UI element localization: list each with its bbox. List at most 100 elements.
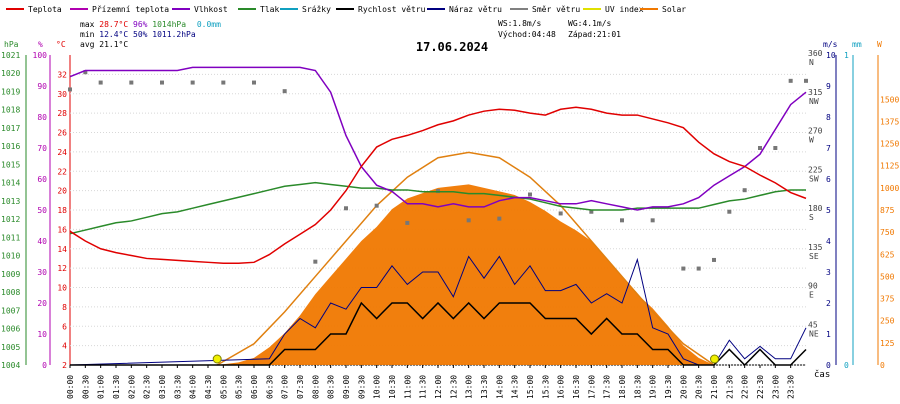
x-tick-label: 19:00 bbox=[649, 375, 658, 399]
legend-label: Směr větru bbox=[532, 5, 580, 14]
axis-title: hPa bbox=[4, 40, 19, 49]
solar-tick-label: 1500 bbox=[880, 95, 899, 104]
solar-tick-label: 250 bbox=[880, 317, 895, 326]
pressure-tick-label: 1012 bbox=[1, 215, 20, 224]
wind-direction-tick-label: 180 bbox=[808, 204, 823, 213]
wind-direction-point bbox=[129, 80, 134, 85]
temperature-tick-label: 10 bbox=[57, 284, 67, 293]
x-axis: 00:00 00:30 01:00 01:30 02:00 02:30 03:00 03:30… bbox=[66, 365, 796, 399]
wind-speed-tick-label: 1 bbox=[826, 330, 831, 339]
wind-speed-tick-label: 9 bbox=[826, 82, 831, 91]
wind-speed-tick-label: 8 bbox=[826, 113, 831, 122]
humidity-tick-label: 100 bbox=[33, 51, 48, 60]
wind-speed-tick-label: 10 bbox=[826, 51, 836, 60]
pressure-tick-label: 1005 bbox=[1, 343, 20, 352]
x-tick-label: 01:00 bbox=[97, 375, 106, 399]
pressure-tick-label: 1017 bbox=[1, 124, 20, 133]
legend-label: Náraz větru bbox=[449, 5, 502, 14]
chart-date-title: 17.06.2024 bbox=[416, 40, 488, 54]
wind-direction-point bbox=[68, 87, 72, 92]
series-humidity-line bbox=[69, 66, 807, 211]
x-tick-label: 15:30 bbox=[541, 375, 550, 399]
wind-direction-point bbox=[282, 89, 287, 94]
x-tick-label: 16:30 bbox=[572, 375, 581, 399]
wind-direction-point bbox=[190, 80, 195, 85]
humidity-tick-label: 50 bbox=[37, 206, 47, 215]
pressure-tick-label: 1021 bbox=[1, 51, 20, 60]
axis-title: °C bbox=[56, 40, 66, 49]
x-tick-label: 09:30 bbox=[357, 375, 366, 399]
humidity-tick-label: 60 bbox=[37, 175, 47, 184]
solar-tick-label: 375 bbox=[880, 295, 895, 304]
wind-direction-point bbox=[758, 146, 762, 150]
x-tick-label: 08:30 bbox=[327, 375, 336, 399]
solar-tick-label: 1250 bbox=[880, 140, 899, 149]
wind-direction-tick-label: 90 bbox=[808, 282, 818, 291]
legend-label: Rychlost větru bbox=[358, 5, 426, 14]
x-tick-label: 21:30 bbox=[725, 375, 734, 399]
humidity-tick-label: 10 bbox=[37, 330, 47, 339]
wind-speed-tick-label: 2 bbox=[826, 299, 831, 308]
compass-label: SE bbox=[809, 252, 819, 261]
temperature-tick-label: 14 bbox=[57, 245, 67, 254]
pressure-tick-label: 1007 bbox=[1, 306, 20, 315]
x-tick-label: 10:00 bbox=[373, 375, 382, 399]
x-tick-label: 07:00 bbox=[281, 375, 290, 399]
x-tick-label: 10:30 bbox=[388, 375, 397, 399]
humidity-tick-label: 90 bbox=[37, 82, 47, 91]
wind-direction-point bbox=[788, 78, 793, 83]
humidity-tick-label: 20 bbox=[37, 299, 47, 308]
compass-label: E bbox=[809, 291, 814, 300]
x-tick-label: 01:30 bbox=[112, 375, 121, 399]
x-axis-label: čas bbox=[814, 369, 830, 380]
temperature-tick-label: 28 bbox=[57, 109, 67, 118]
wind-direction-point bbox=[589, 209, 594, 214]
temperature-tick-label: 4 bbox=[62, 342, 67, 351]
compass-label: S bbox=[809, 213, 814, 222]
pressure-tick-label: 1013 bbox=[1, 197, 20, 206]
stat-sunrise: Východ:04:48 bbox=[498, 30, 556, 39]
wind-direction-point bbox=[83, 70, 88, 75]
stat-wg: WG:4.1m/s bbox=[568, 19, 612, 28]
legend-label: Teplota bbox=[28, 5, 62, 14]
x-tick-label: 11:30 bbox=[419, 375, 428, 399]
x-tick-label: 23:30 bbox=[787, 375, 796, 399]
wind-direction-point bbox=[650, 218, 655, 223]
x-tick-label: 02:30 bbox=[143, 375, 152, 399]
wind-direction-point bbox=[497, 216, 502, 221]
pressure-tick-label: 1015 bbox=[1, 160, 20, 169]
x-tick-label: 15:00 bbox=[526, 375, 535, 399]
series-layer bbox=[68, 66, 808, 367]
x-tick-label: 12:00 bbox=[434, 375, 443, 399]
rain-tick-label: 0 bbox=[844, 361, 849, 370]
wind-direction-tick-label: 270 bbox=[808, 127, 823, 136]
stats-block: max 28.7°C 96% 1014hPa 0.0mm min 12.4°C … bbox=[80, 19, 621, 49]
compass-label: W bbox=[809, 136, 814, 145]
pressure-tick-label: 1006 bbox=[1, 325, 20, 334]
humidity-tick-label: 40 bbox=[37, 237, 47, 246]
temperature-tick-label: 12 bbox=[57, 264, 67, 273]
x-tick-label: 22:30 bbox=[756, 375, 765, 399]
x-tick-label: 17:00 bbox=[587, 375, 596, 399]
x-tick-label: 02:00 bbox=[127, 375, 136, 399]
wind-speed-tick-label: 7 bbox=[826, 144, 831, 153]
x-tick-label: 13:30 bbox=[480, 375, 489, 399]
x-tick-label: 12:30 bbox=[449, 375, 458, 399]
x-tick-label: 09:00 bbox=[342, 375, 351, 399]
temperature-tick-label: 30 bbox=[57, 90, 67, 99]
wind-speed-tick-label: 5 bbox=[826, 206, 831, 215]
axis-title: % bbox=[38, 40, 43, 49]
stat-sunset: Západ:21:01 bbox=[568, 30, 621, 39]
temperature-tick-label: 20 bbox=[57, 187, 67, 196]
x-tick-label: 06:30 bbox=[265, 375, 274, 399]
x-tick-label: 23:00 bbox=[771, 375, 780, 399]
legend-label: Solar bbox=[662, 5, 686, 14]
stat-max: max 28.7°C 96% 1014hPa 0.0mm bbox=[80, 20, 221, 29]
solar-tick-label: 0 bbox=[880, 361, 885, 370]
wind-direction-point bbox=[221, 80, 226, 85]
pressure-tick-label: 1011 bbox=[1, 233, 20, 242]
compass-label: N bbox=[809, 58, 814, 67]
x-tick-label: 04:30 bbox=[204, 375, 213, 399]
x-tick-label: 07:30 bbox=[296, 375, 305, 399]
